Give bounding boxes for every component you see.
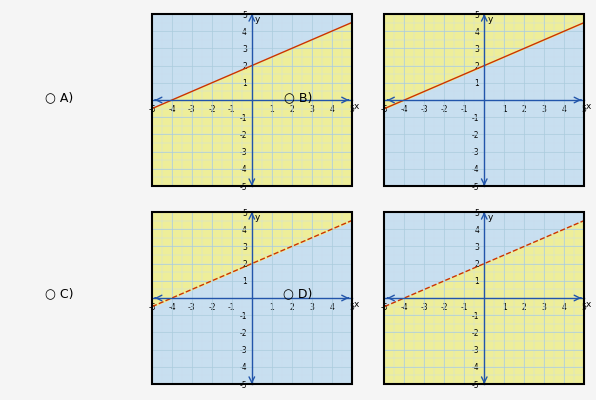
Bar bbox=[384, 212, 584, 384]
Text: y: y bbox=[255, 213, 260, 222]
Text: x: x bbox=[353, 300, 359, 308]
Bar bbox=[152, 212, 352, 384]
Bar bbox=[152, 14, 352, 186]
Text: y: y bbox=[488, 15, 493, 24]
Text: x: x bbox=[353, 102, 359, 110]
Text: ○ B): ○ B) bbox=[284, 92, 312, 104]
Text: ○ D): ○ D) bbox=[283, 288, 313, 300]
Text: x: x bbox=[586, 300, 591, 308]
Bar bbox=[384, 14, 584, 186]
Text: ○ C): ○ C) bbox=[45, 288, 74, 300]
Text: y: y bbox=[255, 15, 260, 24]
Text: y: y bbox=[488, 213, 493, 222]
Text: ○ A): ○ A) bbox=[45, 92, 74, 104]
Text: x: x bbox=[586, 102, 591, 110]
